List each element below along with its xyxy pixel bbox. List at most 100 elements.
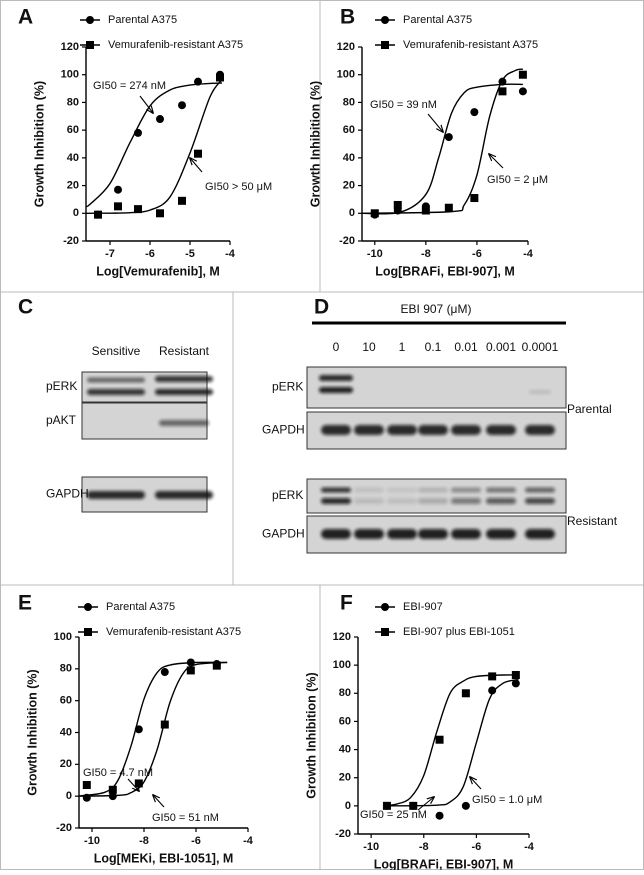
blot-title: EBI 907 (μM) — [401, 302, 472, 316]
band — [451, 498, 481, 504]
band — [354, 425, 384, 435]
point — [160, 720, 169, 729]
point — [160, 668, 169, 677]
row-label: pERK — [272, 380, 303, 394]
y-tick-label: -20 — [339, 235, 355, 247]
band — [451, 425, 481, 435]
point — [94, 210, 102, 219]
row-label: pERK — [46, 379, 77, 393]
concentration-label: 0.01 — [454, 340, 478, 354]
y-tick-label: 100 — [61, 69, 79, 81]
annotation: GI50 = 51 nM — [152, 812, 219, 824]
row-label: pERK — [272, 488, 303, 502]
group-label: Parental — [567, 402, 612, 416]
x-axis-title: Log[BRAFi, EBI-907], M — [374, 857, 514, 870]
point — [134, 128, 142, 137]
legend-marker — [381, 603, 389, 611]
y-tick-label: 120 — [333, 631, 351, 643]
point — [134, 205, 142, 214]
point — [488, 672, 497, 681]
annotation-arrow — [127, 778, 139, 791]
panel-label: A — [18, 6, 33, 29]
band — [525, 425, 555, 435]
band — [354, 487, 384, 493]
point — [511, 679, 520, 688]
band — [155, 389, 213, 395]
x-tick-label: -4 — [523, 248, 534, 260]
x-tick-label: -8 — [139, 835, 149, 847]
y-tick-label: 100 — [337, 69, 355, 81]
y-tick-label: -20 — [335, 828, 351, 840]
legend-marker — [381, 628, 389, 636]
panel-label: F — [340, 592, 353, 615]
x-tick-label: -8 — [421, 248, 431, 260]
y-tick-label: 80 — [60, 663, 72, 675]
y-tick-label: 20 — [339, 772, 351, 784]
point — [178, 101, 186, 110]
x-tick-label: -6 — [472, 248, 482, 260]
band — [387, 425, 417, 435]
y-tick-label: 120 — [61, 41, 79, 53]
annotation: GI50 = 39 nM — [370, 99, 437, 111]
fit-curve — [361, 83, 523, 215]
band — [155, 491, 213, 499]
point — [444, 203, 453, 212]
legend-marker — [381, 41, 389, 49]
band — [321, 498, 351, 504]
y-tick-label: 60 — [67, 124, 79, 136]
band — [525, 529, 555, 539]
row-label: GAPDH — [262, 527, 305, 541]
point — [216, 73, 224, 82]
concentration-label: 1 — [399, 340, 406, 354]
y-tick-label: 60 — [339, 715, 351, 727]
annotation-arrow — [153, 795, 165, 808]
point — [212, 661, 221, 670]
x-tick-label: -10 — [363, 841, 379, 853]
x-tick-label: -6 — [471, 841, 481, 853]
point — [134, 725, 143, 734]
x-tick-label: -6 — [191, 835, 201, 847]
panel-label: E — [18, 592, 32, 615]
band — [418, 498, 448, 504]
point — [518, 87, 527, 96]
x-tick-label: -8 — [419, 841, 429, 853]
legend-label: Vemurafenib-resistant A375 — [106, 626, 241, 638]
band — [87, 389, 145, 395]
annotation: GI50 = 2 μM — [487, 174, 548, 186]
y-tick-label: 20 — [60, 758, 72, 770]
legend-marker — [86, 41, 94, 49]
point — [114, 202, 122, 211]
legend-label: EBI-907 plus EBI-1051 — [403, 626, 515, 638]
band — [387, 498, 417, 504]
y-tick-label: 0 — [73, 207, 79, 219]
y-tick-label: 100 — [333, 659, 351, 671]
fit-curve — [85, 82, 223, 208]
point — [134, 779, 143, 788]
band — [486, 498, 516, 504]
legend-label: Parental A375 — [403, 14, 472, 26]
point — [435, 735, 444, 744]
x-tick-label: -4 — [524, 841, 535, 853]
point — [435, 811, 444, 820]
x-axis-title: Log[MEKi, EBI-1051], M — [94, 851, 234, 865]
fit-curve — [386, 678, 519, 807]
column-label: Resistant — [159, 344, 210, 358]
x-tick-label: -7 — [105, 248, 115, 260]
band — [418, 529, 448, 539]
concentration-label: 0.1 — [425, 340, 442, 354]
annotation-arrow — [190, 158, 203, 173]
legend-label: EBI-907 — [403, 601, 443, 613]
row-label: GAPDH — [46, 487, 89, 501]
y-tick-label: 80 — [343, 96, 355, 108]
annotation-arrow — [427, 113, 443, 132]
band — [321, 425, 351, 435]
row-label: GAPDH — [262, 423, 305, 437]
y-tick-label: -20 — [63, 235, 79, 247]
concentration-label: 10 — [362, 340, 376, 354]
band — [486, 425, 516, 435]
x-tick-label: -5 — [185, 248, 195, 260]
point — [194, 77, 202, 86]
concentration-label: 0.001 — [486, 340, 516, 354]
concentration-label: 0 — [333, 340, 340, 354]
band — [319, 387, 353, 393]
